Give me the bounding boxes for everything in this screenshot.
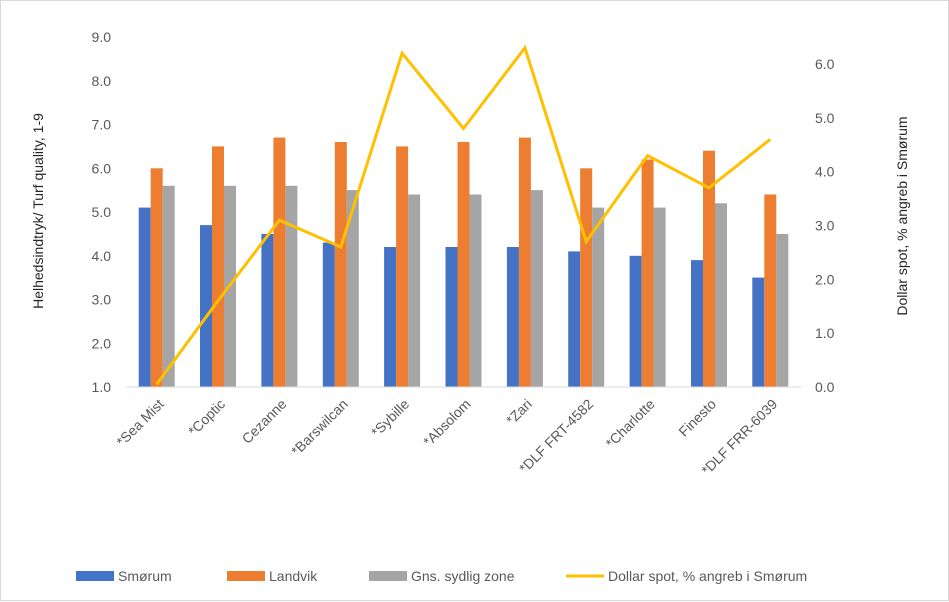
bar-gns-sydlig-zone-4: [408, 195, 420, 388]
bar-landvik-6: [519, 138, 531, 387]
x-tick-label-9: Finesto: [675, 396, 719, 440]
bar-landvik-4: [396, 146, 408, 387]
bar-sm-rum-0: [139, 208, 151, 387]
y-tick-label-5: 6.0: [92, 160, 112, 176]
y2-tick-label-6: 6.0: [815, 56, 835, 72]
y-tick-label-4: 5.0: [92, 204, 112, 220]
bar-landvik-3: [335, 142, 347, 387]
y2-tick-label-0: 0.0: [815, 379, 835, 395]
legend-label-gns-sydlig-zone: Gns. sydlig zone: [411, 568, 515, 584]
x-tick-label-8: *Charlotte: [602, 396, 657, 451]
bar-sm-rum-9: [691, 260, 703, 387]
bar-sm-rum-1: [200, 225, 212, 387]
x-tick-label-3: *Barswilcan: [288, 396, 351, 459]
bar-gns-sydlig-zone-6: [531, 190, 543, 387]
y-tick-label-3: 4.0: [92, 248, 112, 264]
y-tick-label-2: 3.0: [92, 292, 112, 308]
y2-tick-label-1: 1.0: [815, 325, 835, 341]
x-tick-label-5: *Absolom: [420, 396, 474, 450]
bar-landvik-2: [273, 138, 285, 387]
x-tick-label-4: *Sybille: [368, 396, 412, 440]
y2-axis-title: Dollar spot, % angreb i Smørum: [894, 116, 910, 315]
bar-sm-rum-5: [446, 247, 458, 387]
y2-tick-label-3: 3.0: [815, 218, 835, 234]
bar-gns-sydlig-zone-5: [470, 195, 482, 388]
bar-gns-sydlig-zone-7: [592, 208, 604, 387]
legend-swatch-gns-sydlig-zone: [369, 571, 407, 581]
y2-tick-label-4: 4.0: [815, 164, 835, 180]
y2-tick-label-2: 2.0: [815, 271, 835, 287]
bar-landvik-10: [764, 195, 776, 388]
x-tick-label-1: *Coptic: [185, 396, 228, 439]
y-axis-ticks: 1.0 2.0 3.0 4.0 5.0 6.0 7.0 8.0 9.0: [92, 29, 112, 395]
bar-landvik-5: [458, 142, 470, 387]
y-tick-label-6: 7.0: [92, 117, 112, 133]
bar-gns-sydlig-zone-2: [285, 186, 297, 387]
y-axis-title: Helhedsindtryk/ Turf quality, 1-9: [30, 113, 46, 309]
x-tick-label-2: Cezanne: [239, 396, 290, 447]
y2-tick-label-5: 5.0: [815, 110, 835, 126]
legend-swatch-landvik: [227, 571, 265, 581]
legend-label-sm-rum: Smørum: [118, 568, 172, 584]
bar-sm-rum-2: [261, 234, 273, 387]
bar-sm-rum-10: [752, 278, 764, 387]
legend-label-landvik: Landvik: [269, 568, 318, 584]
bar-sm-rum-8: [630, 256, 642, 387]
bar-sm-rum-4: [384, 247, 396, 387]
bar-landvik-0: [151, 168, 163, 387]
bar-sm-rum-7: [568, 251, 580, 387]
bar-landvik-1: [212, 146, 224, 387]
bar-sm-rum-6: [507, 247, 519, 387]
x-axis-ticks: *Sea Mist *Coptic Cezanne*Barswilcan *Sybil…: [113, 396, 780, 478]
legend-label-dollar-spot-angreb-i-sm-rum: Dollar spot, % angreb i Smørum: [608, 568, 807, 584]
bar-gns-sydlig-zone-0: [163, 186, 175, 387]
bar-landvik-8: [642, 160, 654, 388]
bar-sm-rum-3: [323, 243, 335, 387]
y2-axis-ticks: 0.0 1.0 2.0 3.0 4.0 5.0 6.0: [815, 56, 835, 395]
bar-gns-sydlig-zone-9: [715, 203, 727, 387]
y-tick-label-0: 1.0: [92, 379, 112, 395]
x-tick-label-0: *Sea Mist: [113, 396, 167, 450]
y-tick-label-8: 9.0: [92, 29, 112, 45]
y-tick-label-1: 2.0: [92, 335, 112, 351]
bars-layer: [139, 138, 789, 388]
bar-gns-sydlig-zone-10: [776, 234, 788, 387]
y-tick-label-7: 8.0: [92, 73, 112, 89]
legend-swatch-sm-rum: [76, 571, 114, 581]
x-tick-label-6: *Zari: [503, 396, 535, 428]
bar-landvik-7: [580, 168, 592, 387]
legend: Smørum Landvik Gns. sydlig zone Dollar spot…: [76, 568, 807, 584]
bar-gns-sydlig-zone-8: [654, 208, 666, 387]
